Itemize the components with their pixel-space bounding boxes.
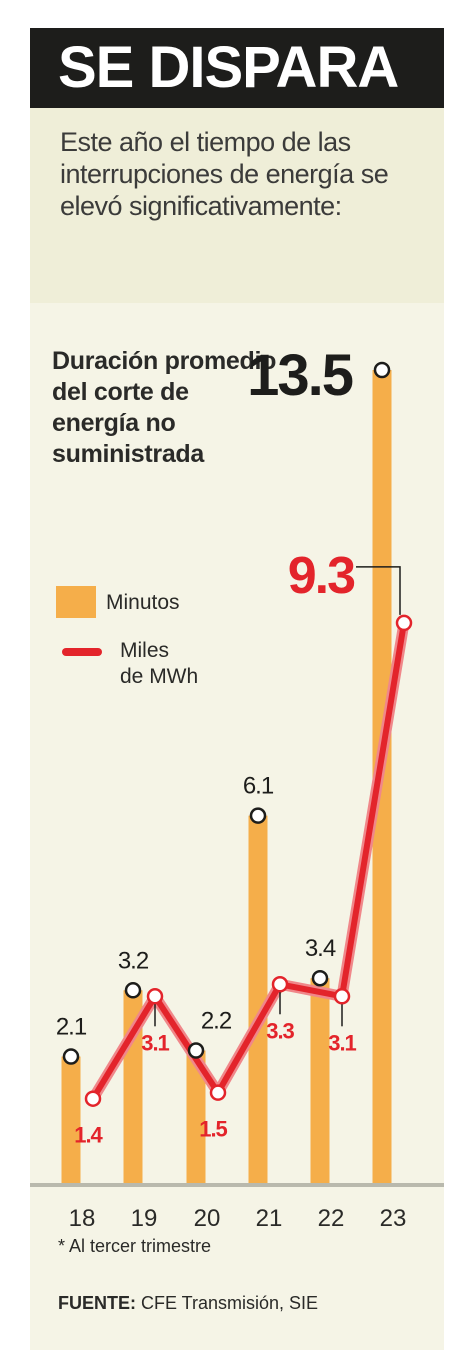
page-title: SE DISPARA bbox=[58, 35, 399, 100]
bar-marker-21 bbox=[249, 807, 267, 824]
x-tick-label-20: 20 bbox=[194, 1205, 221, 1232]
line-marker-19 bbox=[146, 988, 164, 1005]
page-subtitle: Este año el tiempo de las interrupciones… bbox=[60, 127, 389, 221]
line-label-21: 3.3 bbox=[266, 1018, 294, 1043]
bar-18 bbox=[61, 1056, 81, 1183]
bar-label-20: 2.2 bbox=[201, 1008, 232, 1035]
legend-line-swatch bbox=[62, 648, 102, 656]
bar-21 bbox=[248, 815, 268, 1183]
bar-marker-19 bbox=[124, 982, 142, 999]
chart-area: Duración promedio del corte de energía n… bbox=[30, 303, 444, 1350]
legend-bar-swatch bbox=[56, 586, 96, 618]
bar-marker-23 bbox=[373, 361, 391, 379]
line-marker-21 bbox=[271, 976, 289, 993]
header-bar: SE DISPARA bbox=[30, 28, 444, 108]
bar-label-21: 6.1 bbox=[243, 773, 274, 800]
line-marker-20 bbox=[209, 1084, 227, 1101]
line-label-23: 9.3 bbox=[288, 547, 355, 605]
bar-label-18: 2.1 bbox=[56, 1014, 87, 1041]
bar-label-23: 13.5 bbox=[247, 343, 353, 408]
line-marker-23 bbox=[395, 614, 413, 632]
bar-label-22: 3.4 bbox=[305, 935, 336, 962]
line-label-leader bbox=[356, 566, 401, 615]
chart-svg: 2.1 3.2 2.2 6.1 3.4 13.5 1.4 3.1 1.5 3.3 3.1 9.3 18 1… bbox=[30, 343, 444, 1232]
footnote: * Al tercer trimestre bbox=[58, 1236, 212, 1256]
source-label: FUENTE: bbox=[58, 1293, 136, 1313]
bar-20 bbox=[186, 1050, 206, 1183]
legend-bars-label: Minutos bbox=[106, 591, 180, 614]
line-label-22: 3.1 bbox=[328, 1030, 356, 1055]
bar-marker-18 bbox=[62, 1048, 80, 1065]
bar-22 bbox=[310, 978, 330, 1183]
line-label-18: 1.4 bbox=[74, 1123, 103, 1148]
x-tick-label-19: 19 bbox=[131, 1205, 158, 1232]
infographic-panel: SE DISPARA Este año el tiempo de las int… bbox=[30, 28, 444, 1350]
line-label-20: 1.5 bbox=[199, 1117, 227, 1142]
line-label-19: 3.1 bbox=[141, 1030, 169, 1055]
bar-label-19: 3.2 bbox=[118, 947, 149, 974]
bar-marker-22 bbox=[311, 969, 329, 987]
legend-line-label: Miles de MWh bbox=[120, 639, 199, 688]
line-marker-18 bbox=[84, 1090, 102, 1107]
x-tick-label-23: 23 bbox=[380, 1205, 407, 1232]
chart-title: Duración promedio del corte de energía n… bbox=[52, 347, 277, 468]
line-marker-22 bbox=[333, 988, 351, 1005]
x-axis-baseline bbox=[30, 1183, 444, 1187]
bar-marker-20 bbox=[187, 1042, 205, 1059]
x-tick-label-21: 21 bbox=[256, 1205, 283, 1232]
line-series-mwh bbox=[90, 619, 407, 1102]
x-tick-label-22: 22 bbox=[318, 1205, 345, 1232]
source-line: FUENTE: CFE Transmisión, SIE bbox=[58, 1293, 318, 1314]
x-tick-label-18: 18 bbox=[69, 1205, 96, 1232]
source-text: CFE Transmisión, SIE bbox=[136, 1293, 319, 1313]
